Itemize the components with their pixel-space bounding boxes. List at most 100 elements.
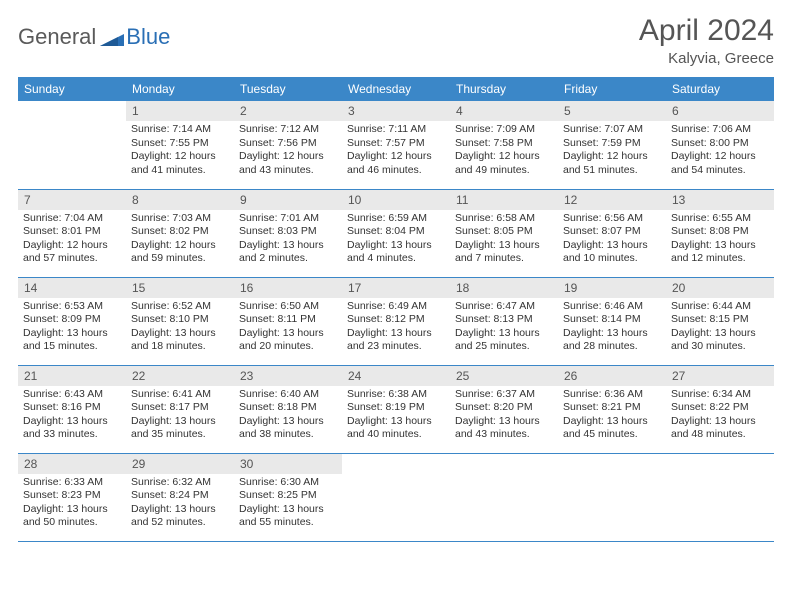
calendar-day-cell: 11Sunrise: 6:58 AMSunset: 8:05 PMDayligh… bbox=[450, 189, 558, 277]
logo-text-blue: Blue bbox=[126, 24, 170, 50]
daylight-text: Daylight: 13 hours and 43 minutes. bbox=[455, 415, 553, 442]
daylight-text: Daylight: 12 hours and 57 minutes. bbox=[23, 239, 121, 266]
calendar-day-cell: 3Sunrise: 7:11 AMSunset: 7:57 PMDaylight… bbox=[342, 101, 450, 189]
sunset-text: Sunset: 8:00 PM bbox=[671, 137, 769, 151]
calendar-week-row: 7Sunrise: 7:04 AMSunset: 8:01 PMDaylight… bbox=[18, 189, 774, 277]
day-number: 18 bbox=[450, 278, 558, 298]
day-number: 4 bbox=[450, 101, 558, 121]
logo-triangle-icon bbox=[100, 28, 124, 46]
day-number: 1 bbox=[126, 101, 234, 121]
title-block: April 2024 Kalyvia, Greece bbox=[639, 14, 774, 67]
daylight-text: Daylight: 12 hours and 59 minutes. bbox=[131, 239, 229, 266]
sunrise-text: Sunrise: 7:06 AM bbox=[671, 123, 769, 137]
calendar-day-cell: 29Sunrise: 6:32 AMSunset: 8:24 PMDayligh… bbox=[126, 453, 234, 541]
sunrise-text: Sunrise: 6:49 AM bbox=[347, 300, 445, 314]
calendar-day-cell: 8Sunrise: 7:03 AMSunset: 8:02 PMDaylight… bbox=[126, 189, 234, 277]
calendar-day-cell: 28Sunrise: 6:33 AMSunset: 8:23 PMDayligh… bbox=[18, 453, 126, 541]
day-number: 12 bbox=[558, 190, 666, 210]
daylight-text: Daylight: 13 hours and 10 minutes. bbox=[563, 239, 661, 266]
sunset-text: Sunset: 8:10 PM bbox=[131, 313, 229, 327]
day-details: Sunrise: 6:32 AMSunset: 8:24 PMDaylight:… bbox=[126, 474, 234, 535]
calendar-day-cell: 18Sunrise: 6:47 AMSunset: 8:13 PMDayligh… bbox=[450, 277, 558, 365]
day-details: Sunrise: 6:40 AMSunset: 8:18 PMDaylight:… bbox=[234, 386, 342, 447]
day-details: Sunrise: 7:01 AMSunset: 8:03 PMDaylight:… bbox=[234, 210, 342, 271]
sunrise-text: Sunrise: 6:36 AM bbox=[563, 388, 661, 402]
sunrise-text: Sunrise: 6:44 AM bbox=[671, 300, 769, 314]
calendar-day-cell: 4Sunrise: 7:09 AMSunset: 7:58 PMDaylight… bbox=[450, 101, 558, 189]
day-details: Sunrise: 7:11 AMSunset: 7:57 PMDaylight:… bbox=[342, 121, 450, 182]
day-number: 20 bbox=[666, 278, 774, 298]
daylight-text: Daylight: 13 hours and 15 minutes. bbox=[23, 327, 121, 354]
sunset-text: Sunset: 8:16 PM bbox=[23, 401, 121, 415]
sunset-text: Sunset: 8:11 PM bbox=[239, 313, 337, 327]
sunrise-text: Sunrise: 6:38 AM bbox=[347, 388, 445, 402]
daylight-text: Daylight: 12 hours and 41 minutes. bbox=[131, 150, 229, 177]
day-number: 6 bbox=[666, 101, 774, 121]
daylight-text: Daylight: 13 hours and 35 minutes. bbox=[131, 415, 229, 442]
day-details: Sunrise: 6:59 AMSunset: 8:04 PMDaylight:… bbox=[342, 210, 450, 271]
sunrise-text: Sunrise: 6:40 AM bbox=[239, 388, 337, 402]
sunset-text: Sunset: 8:08 PM bbox=[671, 225, 769, 239]
calendar-week-row: 14Sunrise: 6:53 AMSunset: 8:09 PMDayligh… bbox=[18, 277, 774, 365]
day-number: 11 bbox=[450, 190, 558, 210]
weekday-header: Saturday bbox=[666, 77, 774, 101]
calendar-day-cell: 6Sunrise: 7:06 AMSunset: 8:00 PMDaylight… bbox=[666, 101, 774, 189]
sunset-text: Sunset: 8:20 PM bbox=[455, 401, 553, 415]
daylight-text: Daylight: 13 hours and 55 minutes. bbox=[239, 503, 337, 530]
calendar-day-cell: 7Sunrise: 7:04 AMSunset: 8:01 PMDaylight… bbox=[18, 189, 126, 277]
sunset-text: Sunset: 8:24 PM bbox=[131, 489, 229, 503]
day-number: 25 bbox=[450, 366, 558, 386]
day-details: Sunrise: 7:06 AMSunset: 8:00 PMDaylight:… bbox=[666, 121, 774, 182]
sunrise-text: Sunrise: 7:09 AM bbox=[455, 123, 553, 137]
daylight-text: Daylight: 13 hours and 2 minutes. bbox=[239, 239, 337, 266]
weekday-header: Friday bbox=[558, 77, 666, 101]
daylight-text: Daylight: 13 hours and 23 minutes. bbox=[347, 327, 445, 354]
calendar-day-cell bbox=[666, 453, 774, 541]
calendar-day-cell: 22Sunrise: 6:41 AMSunset: 8:17 PMDayligh… bbox=[126, 365, 234, 453]
sunset-text: Sunset: 8:05 PM bbox=[455, 225, 553, 239]
calendar-day-cell: 26Sunrise: 6:36 AMSunset: 8:21 PMDayligh… bbox=[558, 365, 666, 453]
sunrise-text: Sunrise: 7:03 AM bbox=[131, 212, 229, 226]
calendar-week-row: 28Sunrise: 6:33 AMSunset: 8:23 PMDayligh… bbox=[18, 453, 774, 541]
day-details: Sunrise: 6:41 AMSunset: 8:17 PMDaylight:… bbox=[126, 386, 234, 447]
day-details: Sunrise: 6:34 AMSunset: 8:22 PMDaylight:… bbox=[666, 386, 774, 447]
calendar-day-cell: 15Sunrise: 6:52 AMSunset: 8:10 PMDayligh… bbox=[126, 277, 234, 365]
day-details: Sunrise: 6:52 AMSunset: 8:10 PMDaylight:… bbox=[126, 298, 234, 359]
calendar-day-cell: 21Sunrise: 6:43 AMSunset: 8:16 PMDayligh… bbox=[18, 365, 126, 453]
day-number: 15 bbox=[126, 278, 234, 298]
day-number: 23 bbox=[234, 366, 342, 386]
daylight-text: Daylight: 13 hours and 52 minutes. bbox=[131, 503, 229, 530]
sunset-text: Sunset: 7:58 PM bbox=[455, 137, 553, 151]
sunrise-text: Sunrise: 6:37 AM bbox=[455, 388, 553, 402]
logo: General Blue bbox=[18, 24, 170, 50]
day-number: 22 bbox=[126, 366, 234, 386]
sunrise-text: Sunrise: 6:58 AM bbox=[455, 212, 553, 226]
daylight-text: Daylight: 12 hours and 54 minutes. bbox=[671, 150, 769, 177]
day-details: Sunrise: 7:12 AMSunset: 7:56 PMDaylight:… bbox=[234, 121, 342, 182]
day-details: Sunrise: 7:04 AMSunset: 8:01 PMDaylight:… bbox=[18, 210, 126, 271]
day-details: Sunrise: 6:55 AMSunset: 8:08 PMDaylight:… bbox=[666, 210, 774, 271]
sunset-text: Sunset: 8:04 PM bbox=[347, 225, 445, 239]
sunrise-text: Sunrise: 6:32 AM bbox=[131, 476, 229, 490]
calendar-day-cell bbox=[558, 453, 666, 541]
day-details: Sunrise: 6:46 AMSunset: 8:14 PMDaylight:… bbox=[558, 298, 666, 359]
day-details: Sunrise: 6:30 AMSunset: 8:25 PMDaylight:… bbox=[234, 474, 342, 535]
weekday-header-row: SundayMondayTuesdayWednesdayThursdayFrid… bbox=[18, 77, 774, 101]
weekday-header: Sunday bbox=[18, 77, 126, 101]
daylight-text: Daylight: 13 hours and 48 minutes. bbox=[671, 415, 769, 442]
day-details: Sunrise: 6:33 AMSunset: 8:23 PMDaylight:… bbox=[18, 474, 126, 535]
calendar-day-cell: 14Sunrise: 6:53 AMSunset: 8:09 PMDayligh… bbox=[18, 277, 126, 365]
calendar-day-cell: 12Sunrise: 6:56 AMSunset: 8:07 PMDayligh… bbox=[558, 189, 666, 277]
calendar-day-cell: 1Sunrise: 7:14 AMSunset: 7:55 PMDaylight… bbox=[126, 101, 234, 189]
sunrise-text: Sunrise: 7:11 AM bbox=[347, 123, 445, 137]
day-details: Sunrise: 6:36 AMSunset: 8:21 PMDaylight:… bbox=[558, 386, 666, 447]
day-number: 2 bbox=[234, 101, 342, 121]
day-details: Sunrise: 7:03 AMSunset: 8:02 PMDaylight:… bbox=[126, 210, 234, 271]
sunrise-text: Sunrise: 6:41 AM bbox=[131, 388, 229, 402]
calendar-day-cell: 9Sunrise: 7:01 AMSunset: 8:03 PMDaylight… bbox=[234, 189, 342, 277]
sunrise-text: Sunrise: 6:30 AM bbox=[239, 476, 337, 490]
day-number: 19 bbox=[558, 278, 666, 298]
day-details: Sunrise: 7:14 AMSunset: 7:55 PMDaylight:… bbox=[126, 121, 234, 182]
daylight-text: Daylight: 12 hours and 51 minutes. bbox=[563, 150, 661, 177]
sunset-text: Sunset: 8:17 PM bbox=[131, 401, 229, 415]
